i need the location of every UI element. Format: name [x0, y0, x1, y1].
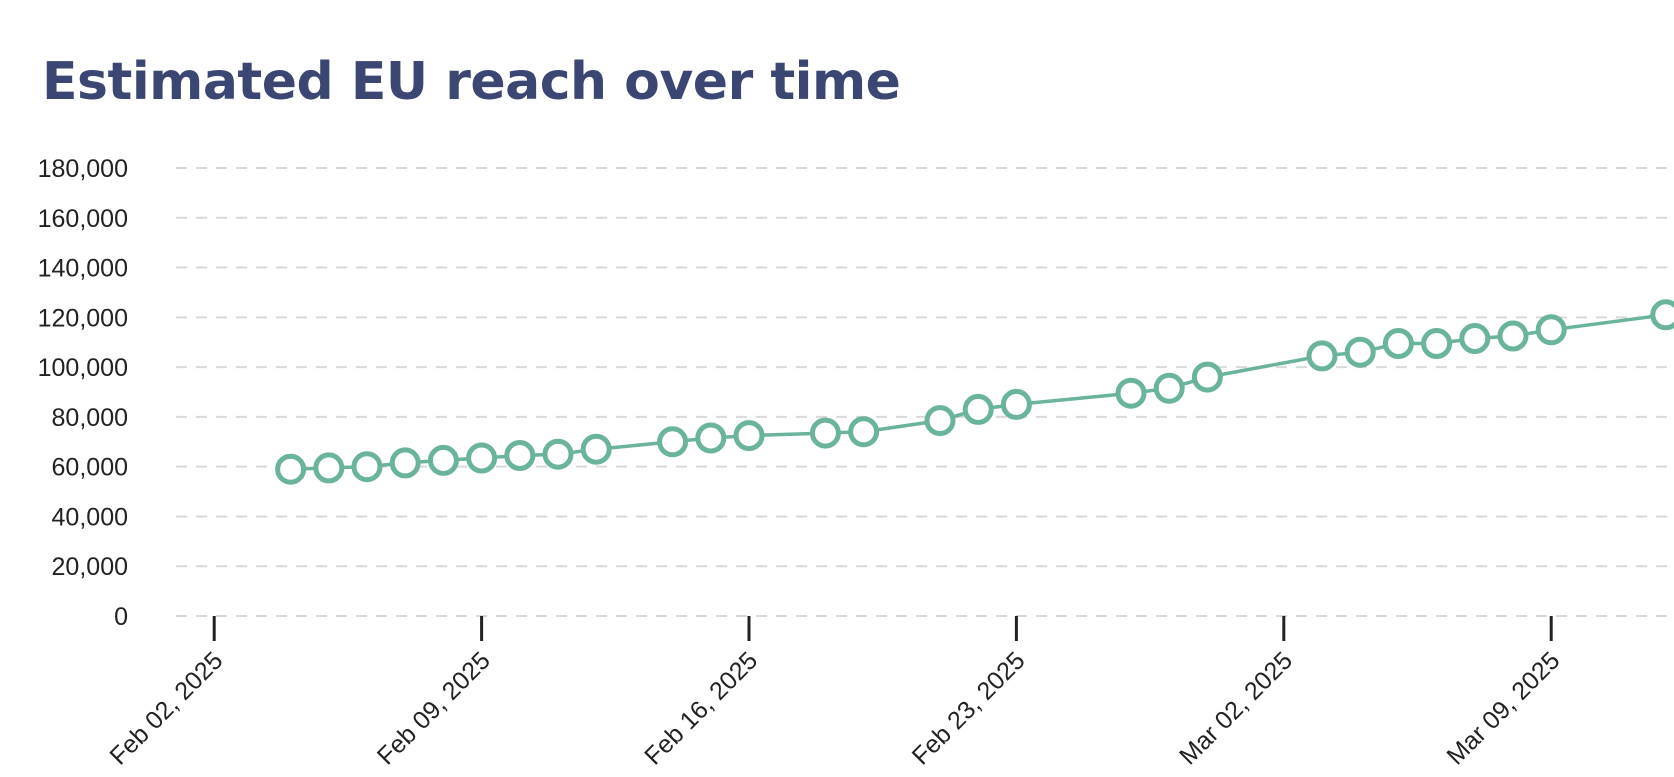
chart-title: Estimated EU reach over time: [42, 52, 901, 112]
data-point[interactable]: [1535, 314, 1567, 346]
data-point[interactable]: [1382, 328, 1414, 359]
data-point[interactable]: [313, 452, 345, 484]
data-point[interactable]: [466, 442, 498, 474]
x-axis: Feb 02, 2025 Feb 09, 2025 Feb 16, 2025 Feb …: [104, 616, 1565, 770]
data-point[interactable]: [1191, 361, 1223, 393]
data-point[interactable]: [1115, 377, 1147, 409]
y-tick-label: 20,000: [52, 553, 128, 581]
y-axis: 0 20,000 40,000 60,000 80,000 100,000 120,000 1…: [38, 155, 128, 631]
data-point[interactable]: [1497, 320, 1529, 352]
data-point[interactable]: [580, 433, 612, 465]
y-tick-label: 140,000: [38, 255, 128, 283]
data-point[interactable]: [809, 417, 841, 449]
data-point[interactable]: [924, 405, 956, 437]
data-point[interactable]: [504, 440, 536, 471]
x-tick-label: Feb 23, 2025: [907, 646, 1031, 770]
x-tick-label: Feb 16, 2025: [639, 646, 763, 770]
x-tick-label: Feb 02, 2025: [104, 646, 228, 770]
x-tick-label: Mar 09, 2025: [1441, 646, 1565, 770]
x-tick-label: Feb 09, 2025: [372, 646, 496, 770]
data-point[interactable]: [351, 451, 383, 483]
data-point[interactable]: [733, 420, 765, 452]
data-point[interactable]: [1306, 340, 1338, 372]
data-point[interactable]: [695, 422, 727, 454]
data-point[interactable]: [1459, 323, 1491, 354]
x-tick-label: Mar 02, 2025: [1174, 646, 1298, 770]
data-point[interactable]: [1344, 336, 1376, 368]
data-point[interactable]: [1153, 372, 1185, 404]
data-point[interactable]: [542, 438, 574, 470]
grid-lines: [176, 167, 1674, 617]
data-point[interactable]: [962, 393, 994, 425]
series-reach: [275, 299, 1674, 485]
y-tick-label: 180,000: [38, 155, 128, 183]
y-tick-label: 60,000: [52, 454, 128, 482]
y-tick-label: 40,000: [52, 503, 128, 531]
data-point[interactable]: [1000, 388, 1032, 420]
data-point[interactable]: [427, 444, 459, 476]
y-tick-label: 80,000: [52, 404, 128, 432]
data-point[interactable]: [657, 426, 689, 458]
y-tick-label: 100,000: [38, 354, 128, 382]
y-tick-label: 0: [114, 603, 128, 631]
y-tick-label: 160,000: [38, 205, 128, 233]
data-point[interactable]: [1421, 328, 1453, 359]
data-point[interactable]: [1650, 299, 1674, 331]
series-line: [290, 313, 1667, 471]
data-point[interactable]: [389, 447, 421, 479]
data-point[interactable]: [275, 453, 307, 485]
data-point[interactable]: [848, 416, 880, 448]
y-tick-label: 120,000: [38, 304, 128, 332]
